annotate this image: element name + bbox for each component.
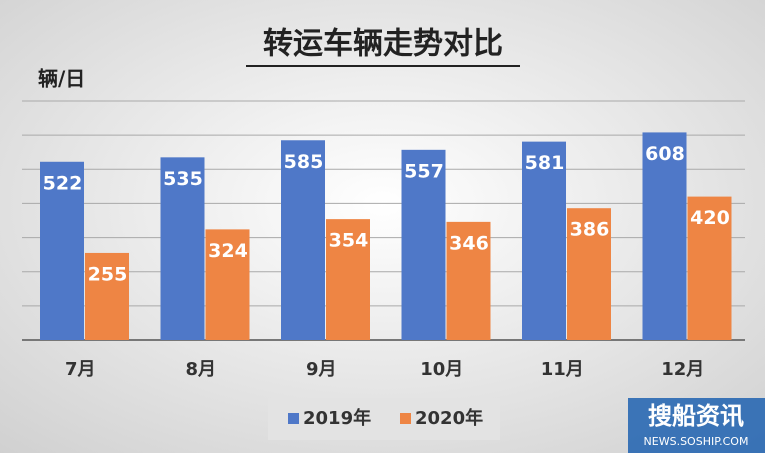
x-tick-label: 9月: [306, 359, 337, 380]
bar: [567, 208, 611, 340]
x-tick-label: 10月: [420, 359, 463, 380]
chart-title: 转运车辆走势对比: [263, 27, 503, 62]
legend-swatch: [400, 413, 411, 424]
bar: [687, 196, 732, 340]
value-label: 522: [43, 172, 83, 194]
watermark-bg: [628, 398, 765, 453]
value-label: 346: [449, 232, 489, 254]
watermark: 搜船资讯 NEWS.SOSHIP.COM: [628, 398, 765, 453]
watermark-brand: 搜船资讯: [648, 402, 744, 430]
value-label: 420: [690, 207, 730, 229]
x-tick-label: 8月: [185, 359, 216, 380]
x-tick-label: 12月: [661, 359, 704, 380]
bar: [326, 219, 370, 340]
bar: [40, 161, 84, 340]
bar: [446, 221, 491, 340]
value-label: 354: [329, 230, 369, 252]
watermark-url: NEWS.SOSHIP.COM: [644, 435, 749, 448]
legend-label: 2020年: [415, 407, 483, 429]
value-label: 557: [404, 160, 444, 182]
value-label: 255: [88, 263, 128, 285]
legend-label: 2019年: [303, 407, 371, 429]
legend-swatch: [288, 413, 299, 424]
value-label: 386: [570, 219, 610, 241]
x-tick-label: 11月: [541, 359, 584, 380]
bar: [642, 132, 687, 340]
bar: [205, 229, 250, 340]
bar: [401, 149, 446, 340]
bar: [85, 252, 129, 340]
value-label: 581: [525, 152, 565, 174]
value-label: 585: [284, 151, 324, 173]
bar: [522, 141, 566, 340]
bar: [281, 140, 325, 340]
legend-box: [268, 398, 500, 440]
bar: [160, 157, 205, 340]
value-label: 608: [645, 143, 685, 165]
value-label: 535: [163, 168, 203, 190]
x-tick-label: 7月: [65, 359, 96, 380]
y-axis-label: 辆/日: [38, 67, 85, 91]
value-label: 324: [208, 240, 248, 262]
